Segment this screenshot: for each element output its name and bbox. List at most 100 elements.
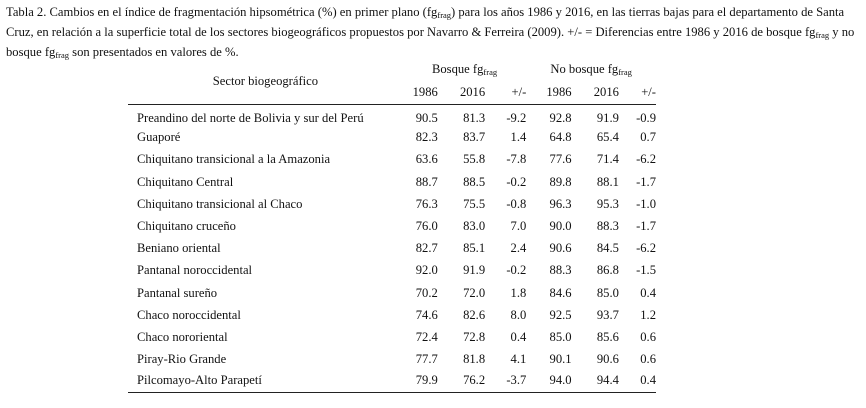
cell-nobosque-diff: -6.2 [636, 241, 656, 256]
table-row: Chiquitano Central 88.7 88.5 -0.2 89.8 88.1 -1… [128, 171, 656, 193]
cell-nobosque-2016: 85.6 [596, 329, 619, 344]
caption-text-4: son presentados en valores de %. [69, 45, 239, 59]
cell-bosque-diff: -9.2 [506, 111, 527, 126]
cell-bosque-diff: 0.4 [510, 329, 527, 344]
cell-nobosque-diff: 0.6 [640, 352, 656, 367]
cell-bosque-2016: 83.0 [463, 219, 486, 234]
cell-nobosque-1986: 96.3 [549, 196, 572, 211]
caption-subscript-2: frag [815, 30, 830, 40]
header-nobosque-2016: 2016 [593, 84, 619, 99]
cell-nobosque-2016: 91.9 [596, 111, 619, 126]
cell-bosque-2016: 83.7 [463, 130, 486, 145]
cell-nobosque-diff: 0.4 [640, 285, 656, 300]
cell-nobosque-diff: 0.6 [640, 329, 656, 344]
table-row: Pantanal noroccidental 92.0 91.9 -0.2 88.3 86… [128, 260, 656, 282]
cell-bosque-2016: 81.3 [463, 111, 486, 126]
cell-nobosque-2016: 85.0 [596, 285, 619, 300]
cell-nobosque-diff: 0.4 [640, 373, 656, 388]
cell-nobosque-2016: 94.4 [596, 373, 619, 388]
cell-bosque-2016: 55.8 [463, 152, 486, 167]
table-caption: Tabla 2. Cambios en el índice de fragmen… [6, 4, 858, 64]
cell-bosque-diff: 1.4 [510, 130, 527, 145]
cell-nobosque-1986: 89.8 [549, 174, 572, 189]
cell-nobosque-diff: -1.7 [636, 219, 656, 234]
table-row: Preandino del norte de Bolivia y sur del… [128, 105, 656, 127]
cell-nobosque-1986: 92.5 [549, 307, 572, 322]
cell-nobosque-diff: 0.7 [640, 130, 656, 145]
fragmentation-table: Sector biogeográfico Bosque fgfrag No bo… [128, 58, 656, 393]
sector-name-cell: Beniano oriental [137, 241, 221, 256]
table-body: Preandino del norte de Bolivia y sur del… [128, 105, 656, 393]
cell-bosque-1986: 90.5 [415, 111, 438, 126]
table-row: Guaporé 82.3 83.7 1.4 64.8 65.4 0.7 [128, 127, 656, 149]
cell-bosque-2016: 88.5 [463, 174, 486, 189]
table-row: Beniano oriental 82.7 85.1 2.4 90.6 84.5 -6.2 [128, 238, 656, 260]
table-header-row-groups: Sector biogeográfico Bosque fgfrag No bo… [128, 58, 656, 88]
table-row: Piray-Rio Grande 77.7 81.8 4.1 90.1 90.6 0.6 [128, 349, 656, 371]
cell-bosque-2016: 91.9 [463, 263, 486, 278]
cell-bosque-1986: 76.0 [415, 219, 438, 234]
bosque-group-label: Bosque fg [431, 61, 484, 76]
cell-bosque-1986: 76.3 [415, 196, 438, 211]
cell-nobosque-2016: 65.4 [596, 130, 619, 145]
sector-name-cell: Chiquitano Central [137, 174, 234, 189]
sector-name-cell: Pantanal sureño [137, 285, 218, 300]
cell-nobosque-1986: 94.0 [549, 373, 572, 388]
sector-name-cell: Piray-Rio Grande [137, 352, 227, 367]
bosque-group-header: Bosque fgfrag [403, 58, 526, 80]
table-row: Pantanal sureño 70.2 72.0 1.8 84.6 85.0 0.4 [128, 282, 656, 304]
cell-bosque-1986: 63.6 [415, 152, 438, 167]
table-row: Chiquitano transicional al Chaco 76.3 75.5… [128, 193, 656, 215]
cell-nobosque-2016: 93.7 [596, 307, 619, 322]
caption-text-1: Tabla 2. Cambios en el índice de fragmen… [6, 5, 438, 19]
caption-subscript-1: frag [437, 10, 452, 20]
cell-bosque-2016: 85.1 [463, 241, 486, 256]
cell-bosque-diff: -0.2 [506, 174, 527, 189]
cell-nobosque-1986: 88.3 [549, 263, 572, 278]
cell-nobosque-1986: 77.6 [549, 152, 572, 167]
bosque-group-subscript: frag [483, 66, 498, 77]
table-row: Chiquitano transicional a la Amazonia 63.… [128, 149, 656, 171]
cell-bosque-1986: 77.7 [415, 352, 438, 367]
cell-bosque-diff: 2.4 [510, 241, 527, 256]
cell-bosque-2016: 81.8 [463, 352, 486, 367]
caption-text-2: ) para los años 1986 y 2016, en las tier… [6, 5, 845, 39]
cell-bosque-diff: -0.8 [506, 196, 527, 211]
cell-nobosque-diff: -1.7 [636, 174, 656, 189]
no-bosque-group-label: No bosque fg [550, 61, 619, 76]
cell-bosque-1986: 70.2 [415, 285, 438, 300]
sector-column-header: Sector biogeográfico [212, 73, 319, 88]
header-bosque-diff: +/- [511, 84, 527, 99]
cell-bosque-2016: 82.6 [463, 307, 486, 322]
header-bosque-2016: 2016 [459, 84, 486, 99]
table-row: Pilcomayo-Alto Parapetí 79.9 76.2 -3.7 94.0 9… [128, 371, 656, 393]
cell-nobosque-1986: 92.8 [549, 111, 572, 126]
cell-bosque-1986: 72.4 [415, 329, 438, 344]
cell-bosque-1986: 88.7 [415, 174, 438, 189]
header-nobosque-1986: 1986 [546, 84, 572, 99]
cell-nobosque-1986: 64.8 [549, 130, 572, 145]
cell-nobosque-1986: 90.0 [549, 219, 572, 234]
cell-bosque-diff: -7.8 [506, 152, 527, 167]
sector-name-cell: Chiquitano transicional a la Amazonia [137, 152, 331, 167]
table-row: Chaco noroccidental 74.6 82.6 8.0 92.5 93.7 1.… [128, 304, 656, 326]
cell-bosque-2016: 76.2 [463, 373, 486, 388]
cell-nobosque-1986: 84.6 [549, 285, 572, 300]
cell-nobosque-2016: 86.8 [596, 263, 619, 278]
cell-bosque-1986: 82.3 [415, 130, 438, 145]
cell-bosque-1986: 74.6 [415, 307, 438, 322]
cell-nobosque-1986: 90.1 [549, 352, 572, 367]
cell-nobosque-diff: 1.2 [640, 307, 656, 322]
cell-bosque-diff: 4.1 [510, 352, 527, 367]
cell-bosque-diff: 8.0 [510, 307, 527, 322]
cell-bosque-1986: 92.0 [415, 263, 438, 278]
table-row: Chiquitano cruceño 76.0 83.0 7.0 90.0 88.3 -1.… [128, 215, 656, 237]
cell-nobosque-2016: 88.3 [596, 219, 619, 234]
sector-name-cell: Pantanal noroccidental [137, 263, 253, 278]
cell-nobosque-2016: 90.6 [596, 352, 619, 367]
cell-bosque-diff: 1.8 [510, 285, 527, 300]
no-bosque-group-subscript: frag [618, 66, 632, 77]
cell-nobosque-2016: 84.5 [596, 241, 619, 256]
cell-nobosque-diff: -1.5 [636, 263, 656, 278]
sector-name-cell: Chaco nororiental [137, 329, 228, 344]
